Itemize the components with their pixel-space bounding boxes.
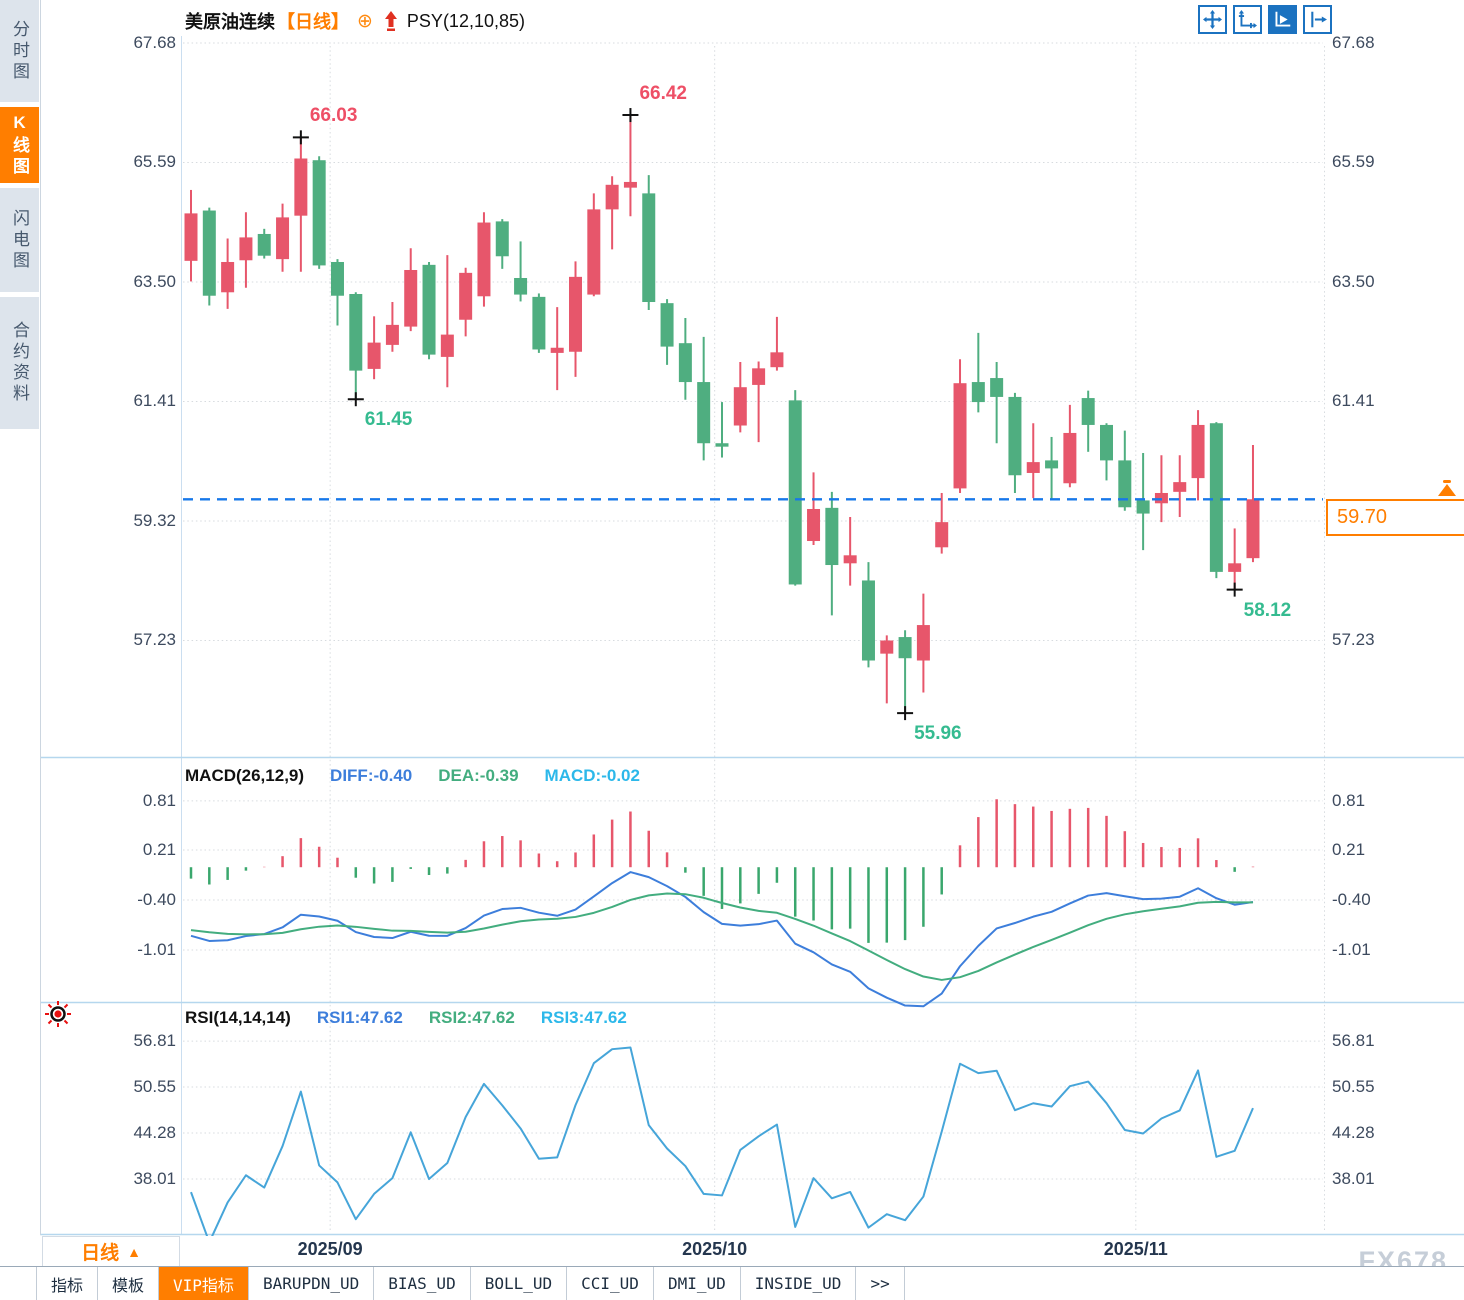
rsi2-value: RSI2:47.62 [428,1008,515,1027]
sidebar-item-2[interactable]: K线图 [0,107,39,183]
current-price-box: 59.70 [1326,499,1464,536]
indicator-tab-7[interactable]: CCI_UD [567,1267,654,1300]
period-selector[interactable]: 日线 ▲ [42,1236,180,1267]
indicator-tab-4[interactable]: BARUPDN_UD [249,1267,375,1300]
y-axis-label: 44.28 [1332,1123,1375,1142]
circle-plus-icon[interactable]: ⊕ [357,10,373,32]
y-axis-label: 59.32 [133,510,176,530]
time-axis-month-label: 2025/10 [682,1239,748,1259]
y-axis-label: 56.81 [133,1031,176,1051]
macd-title: MACD(26,12,9) [185,766,305,785]
y-axis-label: 0.81 [142,790,176,810]
macd-dea-value: DEA:-0.39 [438,766,519,785]
period-tag: 【日线】 [277,12,349,32]
rsi-title: RSI(14,14,14) [185,1008,291,1027]
price-arrow-icon [1443,480,1451,483]
indicator-tab-5[interactable]: BIAS_UD [374,1267,471,1300]
symbol-name: 美原油连续 [185,12,275,32]
pane-shift-icon[interactable] [1303,5,1332,34]
current-price-value: 59.70 [1337,506,1388,528]
y-axis-label: 65.59 [1332,152,1375,172]
y-axis-label: 0.81 [1332,790,1366,810]
sidebar: 分时图 K线图闪电图合约资料 [0,0,41,1235]
price-annotation: 61.45 [364,409,413,431]
rsi-title-row: RSI(14,14,14) RSI1:47.62 RSI2:47.62 RSI3… [185,1008,627,1028]
y-axis-label: 61.41 [1332,391,1375,411]
y-axis-label: 0.21 [1332,840,1366,859]
y-axis-label: -0.40 [1332,890,1371,909]
y-axis-label: 63.50 [1332,271,1375,291]
y-axis-label: 0.21 [142,840,176,859]
y-axis-label: 67.68 [1332,33,1375,52]
sidebar-item-1[interactable]: 分时图 [0,0,39,102]
indicator-tab-10[interactable]: >> [856,1267,905,1300]
indicator-tab-6[interactable]: BOLL_UD [471,1267,568,1300]
y-axis-label: 44.28 [133,1123,176,1142]
indicator-tab-bar: 指标 模板 VIP指标 BARUPDN_UD BIAS_UD BOLL_UD CCI_UD D… [0,1266,1464,1300]
y-axis-label: 56.81 [1332,1031,1375,1051]
macd-title-row: MACD(26,12,9) DIFF:-0.40 DEA:-0.39 MACD:… [185,766,640,786]
rsi1-value: RSI1:47.62 [316,1008,403,1027]
y-axis-label: 38.01 [1332,1169,1375,1188]
time-axis-row: 日线 ▲ 2025/09 2025/10 2025/11 [0,1236,1464,1267]
move-icon[interactable] [1198,5,1227,34]
indicator-tab-1[interactable]: 指标 [37,1267,99,1300]
sun-alert-icon[interactable] [44,1000,72,1033]
macd-diff-value: DIFF:-0.40 [330,766,413,785]
price-annotation: 66.03 [309,105,358,127]
y-axis-label: 38.01 [133,1169,176,1188]
indicator-tab-9[interactable]: INSIDE_UD [741,1267,857,1300]
axis-range-icon[interactable] [1233,5,1262,34]
macd-value: MACD:-0.02 [544,766,640,785]
sidebar-item-3[interactable]: 闪电图 [0,188,39,292]
indicator-tab-2[interactable]: 模板 [98,1267,160,1300]
y-axis-label: 67.68 [133,33,176,52]
triangle-up-icon: ▲ [127,1243,141,1260]
time-axis-month-label: 2025/09 [297,1239,363,1259]
chart-toolbar [1198,5,1332,34]
y-axis-label: 63.50 [133,271,176,291]
price-annotation: 66.42 [639,83,687,105]
y-axis-label: 57.23 [133,630,176,650]
tab-bar-stub [0,1267,37,1300]
y-axis-label: 50.55 [1332,1077,1375,1096]
indicator-tab-8[interactable]: DMI_UD [654,1267,741,1300]
up-arrow-icon [383,10,399,32]
indicator-tab-3[interactable]: VIP指标 [159,1267,249,1300]
y-axis-label: -1.01 [1332,940,1371,959]
y-axis-label: 61.41 [133,391,176,411]
y-axis-label: 50.55 [133,1077,176,1096]
period-label: 日线 [81,1243,120,1264]
axis-play-icon[interactable] [1268,5,1297,34]
y-axis-label: -0.40 [137,890,176,909]
time-axis-month-label: 2025/11 [1103,1239,1168,1259]
price-arrow-icon [1438,484,1456,496]
chart-header: 美原油连续 【日线】 ⊕ PSY(12,10,85) [185,8,525,34]
price-annotation: 58.12 [1243,599,1292,621]
indicator-label: PSY(12,10,85) [406,10,525,31]
y-axis-label: 57.23 [1332,630,1375,650]
y-axis-label: -1.01 [137,940,176,959]
sidebar-item-4[interactable]: 合约资料 [0,297,39,429]
price-annotation: 55.96 [914,723,962,745]
y-axis-label: 65.59 [133,152,176,172]
rsi3-value: RSI3:47.62 [540,1008,627,1027]
